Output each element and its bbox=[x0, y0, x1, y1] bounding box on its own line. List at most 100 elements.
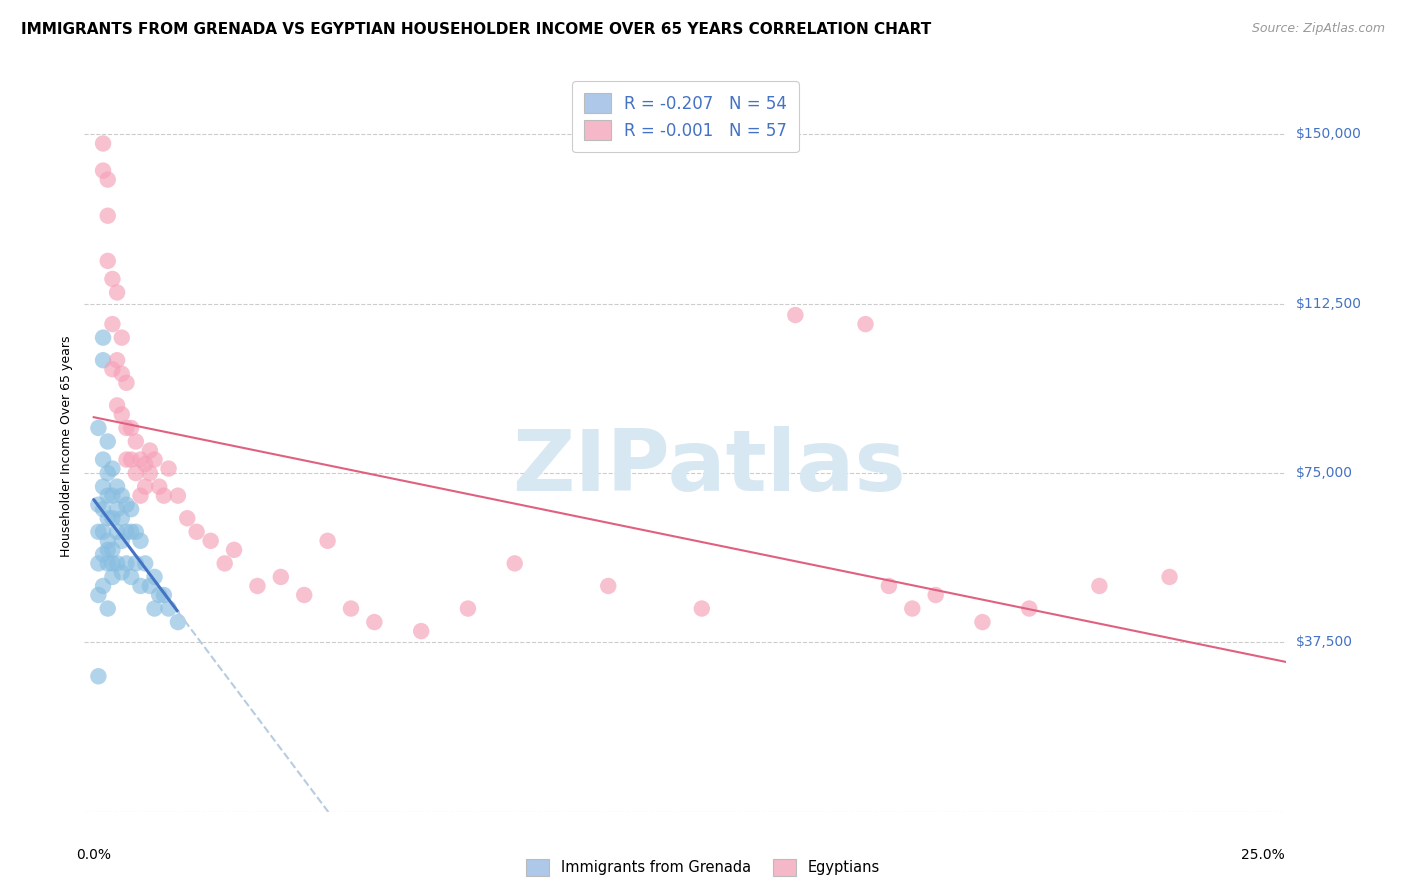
Point bbox=[105, 502, 128, 516]
Point bbox=[186, 524, 208, 539]
Point bbox=[105, 285, 128, 300]
Point bbox=[855, 317, 877, 331]
Point bbox=[111, 331, 134, 345]
Point bbox=[598, 579, 620, 593]
Text: ZIPatlas: ZIPatlas bbox=[513, 426, 907, 509]
Point bbox=[91, 136, 114, 151]
Point bbox=[167, 615, 190, 629]
Point bbox=[97, 533, 120, 548]
Point bbox=[143, 570, 166, 584]
Point bbox=[111, 367, 134, 381]
Point bbox=[503, 557, 526, 571]
Point bbox=[101, 511, 124, 525]
Point bbox=[129, 452, 152, 467]
Text: $112,500: $112,500 bbox=[1296, 297, 1362, 310]
Text: IMMIGRANTS FROM GRENADA VS EGYPTIAN HOUSEHOLDER INCOME OVER 65 YEARS CORRELATION: IMMIGRANTS FROM GRENADA VS EGYPTIAN HOUS… bbox=[21, 22, 931, 37]
Point bbox=[101, 542, 124, 557]
Text: Source: ZipAtlas.com: Source: ZipAtlas.com bbox=[1251, 22, 1385, 36]
Point bbox=[111, 408, 134, 422]
Point bbox=[105, 480, 128, 494]
Point bbox=[97, 253, 120, 268]
Point bbox=[105, 353, 128, 368]
Point bbox=[91, 163, 114, 178]
Point bbox=[115, 498, 138, 512]
Point bbox=[340, 601, 363, 615]
Point bbox=[120, 570, 142, 584]
Point bbox=[101, 570, 124, 584]
Point bbox=[115, 524, 138, 539]
Point bbox=[97, 557, 120, 571]
Point bbox=[120, 502, 142, 516]
Point bbox=[87, 421, 110, 435]
Point bbox=[292, 588, 315, 602]
Point bbox=[270, 570, 292, 584]
Point bbox=[214, 557, 236, 571]
Point bbox=[97, 172, 120, 186]
Point bbox=[115, 557, 138, 571]
Text: $37,500: $37,500 bbox=[1296, 635, 1353, 649]
Point bbox=[91, 331, 114, 345]
Point bbox=[111, 489, 134, 503]
Point bbox=[97, 209, 120, 223]
Point bbox=[134, 457, 156, 471]
Point bbox=[143, 452, 166, 467]
Point bbox=[91, 502, 114, 516]
Point bbox=[125, 557, 148, 571]
Point bbox=[91, 524, 114, 539]
Point bbox=[222, 542, 245, 557]
Point bbox=[87, 498, 110, 512]
Point bbox=[125, 466, 148, 480]
Point bbox=[139, 443, 162, 458]
Point bbox=[125, 524, 148, 539]
Y-axis label: Householder Income Over 65 years: Householder Income Over 65 years bbox=[60, 335, 73, 557]
Point bbox=[924, 588, 946, 602]
Point bbox=[153, 588, 176, 602]
Point bbox=[134, 557, 156, 571]
Point bbox=[157, 601, 180, 615]
Point bbox=[167, 489, 190, 503]
Point bbox=[111, 566, 134, 580]
Point bbox=[457, 601, 479, 615]
Point bbox=[87, 588, 110, 602]
Point bbox=[101, 362, 124, 376]
Legend: R = -0.207   N = 54, R = -0.001   N = 57: R = -0.207 N = 54, R = -0.001 N = 57 bbox=[572, 81, 799, 152]
Point bbox=[877, 579, 900, 593]
Point bbox=[115, 376, 138, 390]
Point bbox=[153, 489, 176, 503]
Point bbox=[115, 452, 138, 467]
Point bbox=[101, 489, 124, 503]
Point bbox=[105, 557, 128, 571]
Point bbox=[105, 524, 128, 539]
Point bbox=[901, 601, 924, 615]
Point bbox=[87, 669, 110, 683]
Point bbox=[115, 421, 138, 435]
Point bbox=[139, 466, 162, 480]
Point bbox=[134, 480, 156, 494]
Point bbox=[1159, 570, 1181, 584]
Point bbox=[246, 579, 269, 593]
Point bbox=[97, 466, 120, 480]
Point bbox=[316, 533, 339, 548]
Point bbox=[97, 489, 120, 503]
Point bbox=[972, 615, 994, 629]
Point bbox=[129, 489, 152, 503]
Text: 0.0%: 0.0% bbox=[76, 847, 111, 862]
Point bbox=[176, 511, 198, 525]
Point bbox=[690, 601, 713, 615]
Text: $150,000: $150,000 bbox=[1296, 128, 1362, 142]
Point bbox=[120, 524, 142, 539]
Point bbox=[101, 557, 124, 571]
Point bbox=[1018, 601, 1040, 615]
Point bbox=[97, 511, 120, 525]
Point bbox=[143, 601, 166, 615]
Point bbox=[120, 421, 142, 435]
Point bbox=[91, 480, 114, 494]
Point bbox=[148, 588, 170, 602]
Point bbox=[129, 579, 152, 593]
Point bbox=[139, 579, 162, 593]
Point bbox=[785, 308, 807, 322]
Point bbox=[101, 272, 124, 286]
Point bbox=[411, 624, 433, 639]
Point bbox=[91, 353, 114, 368]
Text: 25.0%: 25.0% bbox=[1241, 847, 1285, 862]
